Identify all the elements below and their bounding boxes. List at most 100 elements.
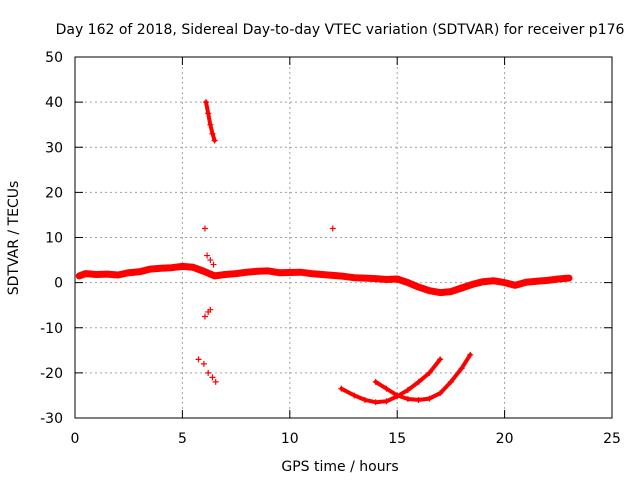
data-point-arc-b	[372, 378, 379, 385]
x-tick-label: 15	[388, 431, 406, 447]
data-point-main-band	[76, 272, 83, 279]
data-point-short-segments	[207, 257, 214, 264]
axis-ticks: 0 5 10 15 20 25 -30 -20 -10 0 10 20 30 40 50	[40, 50, 621, 447]
data-point-main-band	[501, 279, 508, 286]
data-point-arc-b	[437, 390, 444, 397]
data-point-main-band	[125, 269, 132, 276]
y-tick-label: 40	[45, 95, 63, 111]
data-point-short-segments	[204, 252, 211, 259]
data-point-short-segments	[207, 306, 214, 313]
data-point-main-band	[157, 265, 164, 272]
data-point-main-band	[480, 278, 487, 285]
data-point-main-band	[200, 268, 207, 275]
data-point-arc-b	[415, 396, 422, 403]
x-tick-label: 5	[178, 431, 187, 447]
y-tick-label: -30	[40, 411, 63, 427]
data-point-steep-top	[203, 99, 210, 106]
data-point-main-band	[523, 279, 530, 286]
data-point-main-band	[512, 282, 519, 289]
x-tick-label: 0	[71, 431, 80, 447]
data-point-arc-a	[437, 356, 444, 363]
data-point-main-band	[136, 268, 143, 275]
data-point-main-band	[340, 273, 347, 280]
data-point-main-band	[114, 271, 121, 278]
data-point-main-band	[265, 267, 272, 274]
data-point-arc-a	[383, 398, 390, 405]
data-point-main-band	[383, 276, 390, 283]
data-point-arc-b	[447, 378, 454, 385]
data-point-steep-top	[211, 137, 218, 144]
data-point-short-segments	[201, 313, 208, 320]
y-tick-label: 20	[45, 185, 63, 201]
data-point-main-band	[297, 269, 304, 276]
data-point-short-segments	[329, 225, 336, 232]
data-point-main-band	[276, 269, 283, 276]
data-point-main-band	[426, 287, 433, 294]
x-axis-label: GPS time / hours	[281, 459, 398, 475]
data-point-arc-a	[351, 392, 358, 399]
y-tick-label: 10	[45, 231, 63, 247]
data-point-short-segments	[209, 374, 216, 381]
y-tick-label: 50	[45, 50, 63, 66]
data-point-main-band	[179, 263, 186, 270]
data-point-main-band	[566, 275, 573, 282]
data-point-short-segments	[200, 360, 207, 367]
data-point-main-band	[447, 288, 454, 295]
x-tick-label: 20	[496, 431, 514, 447]
data-point-main-band	[372, 275, 379, 282]
data-point-main-band	[243, 269, 250, 276]
data-point-arc-a	[426, 369, 433, 376]
data-point-arc-b	[426, 395, 433, 402]
y-tick-label: -20	[40, 366, 63, 382]
data-point-main-band	[415, 284, 422, 291]
data-point-main-band	[458, 285, 465, 292]
data-point-main-band	[329, 272, 336, 279]
data-point-arc-b	[467, 351, 474, 358]
data-point-arc-b	[458, 365, 465, 372]
data-point-arc-a	[415, 378, 422, 385]
data-point-main-band	[190, 264, 197, 271]
data-point-main-band	[168, 264, 175, 271]
data-point-arc-a	[372, 399, 379, 406]
data-point-main-band	[319, 271, 326, 278]
data-point-main-band	[394, 276, 401, 283]
data-point-main-band	[469, 281, 476, 288]
band-arc-a	[339, 357, 443, 405]
data-point-short-segments	[201, 225, 208, 232]
chart-title: Day 162 of 2018, Sidereal Day-to-day VTE…	[56, 22, 625, 38]
y-tick-label: -10	[40, 321, 63, 337]
data-point-main-band	[490, 277, 497, 284]
data-point-main-band	[233, 270, 240, 277]
grid-lines	[75, 57, 612, 418]
data-point-main-band	[254, 268, 261, 275]
data-point-main-band	[351, 274, 358, 281]
data-point-arc-b	[383, 385, 390, 392]
data-point-main-band	[147, 266, 154, 273]
data-point-arc-b	[404, 396, 411, 403]
y-tick-label: 30	[45, 140, 63, 156]
data-point-main-band	[104, 271, 111, 278]
data-point-main-band	[555, 276, 562, 283]
data-point-main-band	[361, 275, 368, 282]
x-tick-label: 25	[603, 431, 621, 447]
data-point-main-band	[437, 289, 444, 296]
data-point-arc-b	[394, 392, 401, 399]
data-point-short-segments	[195, 356, 202, 363]
data-point-steep-top	[207, 121, 214, 128]
data-point-main-band	[93, 271, 100, 278]
data-point-main-band	[533, 278, 540, 285]
data-point-arc-a	[404, 387, 411, 394]
data-point-main-band	[82, 270, 89, 277]
data-point-steep-top	[209, 130, 216, 137]
band-arc-b	[373, 352, 473, 402]
data-point-short-segments	[205, 369, 212, 376]
band-main-band	[75, 262, 573, 297]
data-point-main-band	[211, 272, 218, 279]
y-tick-label: 0	[54, 276, 63, 292]
x-tick-label: 10	[281, 431, 299, 447]
data-point-steep-top	[205, 110, 212, 117]
y-axis-label: SDTVAR / TECUs	[6, 181, 22, 296]
data-point-short-segments	[212, 378, 219, 385]
